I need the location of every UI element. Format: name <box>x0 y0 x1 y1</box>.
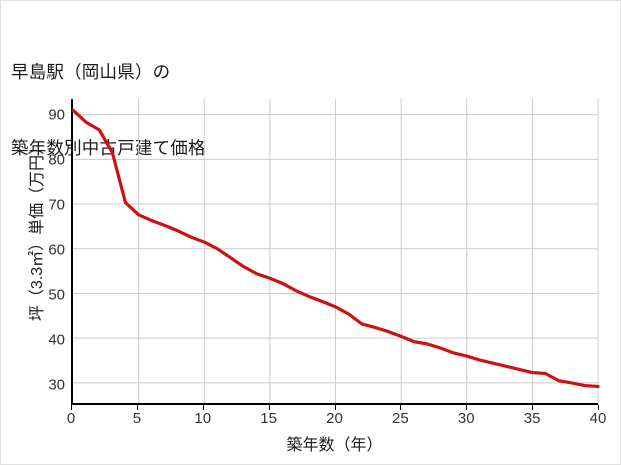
x-axis-title: 築年数（年） <box>286 437 383 454</box>
y-axis-tick-label: 30 <box>48 376 65 394</box>
y-axis-tick-label: 90 <box>48 106 65 124</box>
series-layer <box>71 108 600 389</box>
chart-title-line1: 早島駅（岡山県）の <box>11 61 171 82</box>
x-axis-tick-label: 35 <box>523 410 541 427</box>
x-axis-tick-label: 10 <box>194 410 212 427</box>
x-axis-tick-marks <box>71 405 599 411</box>
x-axis-tick-mark <box>202 405 204 410</box>
x-axis-tick-mark <box>400 405 402 410</box>
x-axis-tick-label: 20 <box>326 410 343 427</box>
y-axis-tick-label: 70 <box>48 196 65 214</box>
x-axis-tick-label: 40 <box>589 410 607 427</box>
x-axis-tick-mark <box>466 405 468 410</box>
plot-area <box>71 99 600 405</box>
x-axis-tick-mark <box>532 405 534 410</box>
x-axis-tick-mark <box>334 405 336 410</box>
x-axis-tick-mark <box>598 405 599 410</box>
y-axis-tick-label: 50 <box>48 286 65 304</box>
x-axis-tick-mark <box>268 405 270 410</box>
y-axis-tick-label: 40 <box>48 331 65 349</box>
y-axis-tick-labels: 30 40 50 60 70 80 90 <box>25 99 65 405</box>
y-axis-tick-label: 60 <box>48 241 65 259</box>
x-axis-tick-label: 30 <box>457 410 475 427</box>
x-axis-tick-mark <box>71 405 72 410</box>
y-axis-title: 坪（3.3㎡）単価（万円） <box>29 138 46 322</box>
x-axis-tick-label: 25 <box>392 410 409 427</box>
x-axis-tick-label: 5 <box>132 410 142 427</box>
y-axis-tick-label: 80 <box>48 151 65 169</box>
x-axis-tick-labels: 0 5 10 15 20 25 30 35 40 <box>67 410 607 430</box>
x-axis-tick-mark <box>136 405 138 410</box>
grid-layer <box>73 99 599 403</box>
x-axis-tick-label: 0 <box>66 410 76 427</box>
series-line <box>71 108 600 389</box>
x-axis-tick-label: 15 <box>260 410 277 427</box>
